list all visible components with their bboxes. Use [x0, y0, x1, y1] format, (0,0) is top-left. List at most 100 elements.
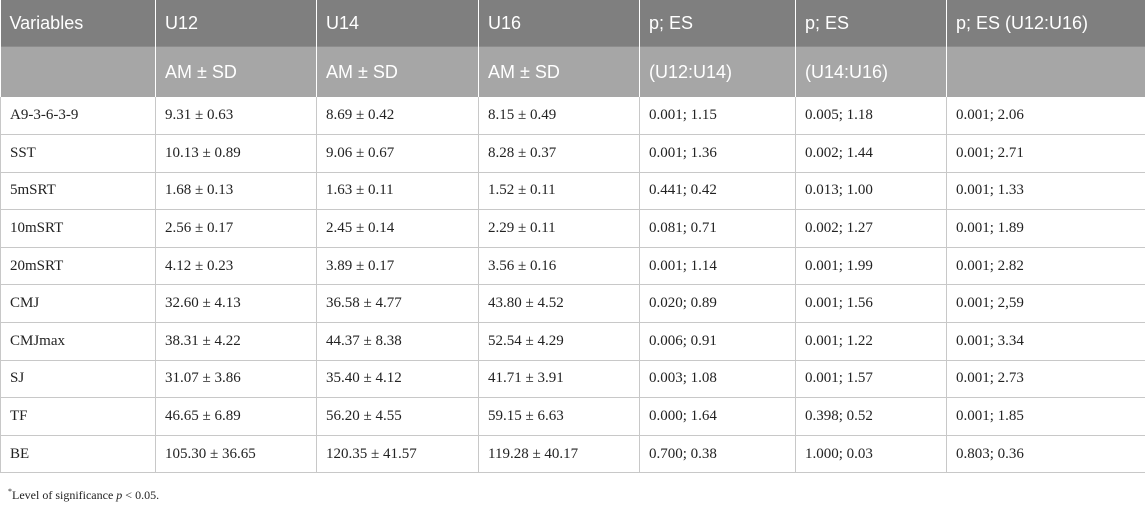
header-cell: (U12:U14)	[639, 45, 796, 97]
value-cell: 0.001; 2.73	[946, 360, 1145, 399]
value-cell: 0.001; 2.82	[946, 247, 1145, 286]
value-cell: 52.54 ± 4.29	[478, 322, 640, 361]
value-cell: 0.001; 1.15	[639, 97, 796, 136]
value-cell: 2.29 ± 0.11	[478, 209, 640, 248]
value-cell: 0.001; 1.99	[795, 247, 947, 286]
value-cell: 0.441; 0.42	[639, 172, 796, 211]
variable-cell: SJ	[0, 360, 156, 399]
value-cell: 0.700; 0.38	[639, 435, 796, 474]
header-cell: Variables	[0, 0, 156, 46]
value-cell: 2.56 ± 0.17	[155, 209, 317, 248]
table-row: A9-3-6-3-9 9.31 ± 0.63 8.69 ± 0.42 8.15 ± 0…	[0, 97, 1145, 136]
value-cell: 9.06 ± 0.67	[316, 134, 479, 173]
table-row: SJ 31.07 ± 3.86 35.40 ± 4.12 41.71 ± 3.91 0.…	[0, 360, 1145, 399]
value-cell: 0.081; 0.71	[639, 209, 796, 248]
table-row: TF 46.65 ± 6.89 56.20 ± 4.55 59.15 ± 6.63 0.…	[0, 397, 1145, 436]
value-cell: 35.40 ± 4.12	[316, 360, 479, 399]
value-cell: 0.001; 1.14	[639, 247, 796, 286]
value-cell: 59.15 ± 6.63	[478, 397, 640, 436]
value-cell: 41.71 ± 3.91	[478, 360, 640, 399]
header-cell: U16	[478, 0, 640, 46]
header-row-1: Variables U12 U14 U16 p; ES p; ES p; ES …	[0, 0, 1145, 46]
value-cell: 4.12 ± 0.23	[155, 247, 317, 286]
value-cell: 3.89 ± 0.17	[316, 247, 479, 286]
value-cell: 43.80 ± 4.52	[478, 284, 640, 324]
value-cell: 0.020; 0.89	[639, 284, 796, 324]
table-row: SST 10.13 ± 0.89 9.06 ± 0.67 8.28 ± 0.37 0.0…	[0, 134, 1145, 173]
header-cell: (U14:U16)	[795, 45, 947, 97]
variable-cell: 10mSRT	[0, 209, 156, 248]
header-cell: U12	[155, 0, 317, 46]
value-cell: 0.001; 1.36	[639, 134, 796, 173]
value-cell: 0.001; 1.22	[795, 322, 947, 361]
variable-cell: SST	[0, 134, 156, 173]
table-row: 10mSRT 2.56 ± 0.17 2.45 ± 0.14 2.29 ± 0.11 0…	[0, 209, 1145, 248]
table-row: CMJ 32.60 ± 4.13 36.58 ± 4.77 43.80 ± 4.52 0…	[0, 284, 1145, 324]
table-row: 5mSRT 1.68 ± 0.13 1.63 ± 0.11 1.52 ± 0.11 0.…	[0, 172, 1145, 211]
table-row: BE 105.30 ± 36.65 120.35 ± 41.57 119.28 ± 4…	[0, 435, 1145, 474]
variable-cell: CMJmax	[0, 322, 156, 361]
value-cell: 0.003; 1.08	[639, 360, 796, 399]
value-cell: 46.65 ± 6.89	[155, 397, 317, 436]
header-cell: p; ES	[795, 0, 947, 46]
footnote-marker: *	[8, 487, 12, 496]
value-cell: 0.001; 2.71	[946, 134, 1145, 173]
value-cell: 38.31 ± 4.22	[155, 322, 317, 361]
table-row: 20mSRT 4.12 ± 0.23 3.89 ± 0.17 3.56 ± 0.16 0…	[0, 247, 1145, 286]
value-cell: 1.52 ± 0.11	[478, 172, 640, 211]
value-cell: 9.31 ± 0.63	[155, 97, 317, 136]
variable-cell: 5mSRT	[0, 172, 156, 211]
value-cell: 0.001; 2,59	[946, 284, 1145, 324]
variable-cell: CMJ	[0, 284, 156, 324]
value-cell: 1.63 ± 0.11	[316, 172, 479, 211]
value-cell: 0.001; 1.85	[946, 397, 1145, 436]
value-cell: 0.013; 1.00	[795, 172, 947, 211]
value-cell: 0.001; 3.34	[946, 322, 1145, 361]
header-cell	[946, 45, 1145, 97]
header-cell: AM ± SD	[155, 45, 317, 97]
value-cell: 8.15 ± 0.49	[478, 97, 640, 136]
value-cell: 1.000; 0.03	[795, 435, 947, 474]
value-cell: 0.001; 2.06	[946, 97, 1145, 136]
value-cell: 0.001; 1.56	[795, 284, 947, 324]
footnote-text: Level of significance	[12, 488, 117, 502]
value-cell: 31.07 ± 3.86	[155, 360, 317, 399]
value-cell: 0.002; 1.27	[795, 209, 947, 248]
header-cell: p; ES	[639, 0, 796, 46]
header-cell	[0, 45, 156, 97]
significance-footnote: *Level of significance p < 0.05.	[8, 487, 159, 503]
footnote-threshold: < 0.05.	[122, 488, 160, 502]
table-body: A9-3-6-3-9 9.31 ± 0.63 8.69 ± 0.42 8.15 ± 0…	[0, 97, 1145, 474]
value-cell: 1.68 ± 0.13	[155, 172, 317, 211]
header-cell: AM ± SD	[478, 45, 640, 97]
variable-cell: BE	[0, 435, 156, 474]
value-cell: 120.35 ± 41.57	[316, 435, 479, 474]
header-cell: AM ± SD	[316, 45, 479, 97]
results-table: Variables U12 U14 U16 p; ES p; ES p; ES …	[0, 0, 1145, 474]
value-cell: 0.000; 1.64	[639, 397, 796, 436]
value-cell: 0.001; 1.57	[795, 360, 947, 399]
value-cell: 44.37 ± 8.38	[316, 322, 479, 361]
value-cell: 0.001; 1.89	[946, 209, 1145, 248]
value-cell: 0.005; 1.18	[795, 97, 947, 136]
value-cell: 0.006; 0.91	[639, 322, 796, 361]
value-cell: 8.28 ± 0.37	[478, 134, 640, 173]
value-cell: 56.20 ± 4.55	[316, 397, 479, 436]
variable-cell: TF	[0, 397, 156, 436]
header-cell: p; ES (U12:U16)	[946, 0, 1145, 46]
value-cell: 119.28 ± 40.17	[478, 435, 640, 474]
value-cell: 105.30 ± 36.65	[155, 435, 317, 474]
value-cell: 0.803; 0.36	[946, 435, 1145, 474]
footnote-p-symbol: p	[116, 488, 123, 502]
table-row: CMJmax 38.31 ± 4.22 44.37 ± 8.38 52.54 ± 4.…	[0, 322, 1145, 361]
header-row-2: AM ± SD AM ± SD AM ± SD (U12:U14) (U14:U…	[0, 45, 1145, 97]
variable-cell: A9-3-6-3-9	[0, 97, 156, 136]
value-cell: 8.69 ± 0.42	[316, 97, 479, 136]
value-cell: 0.398; 0.52	[795, 397, 947, 436]
value-cell: 3.56 ± 0.16	[478, 247, 640, 286]
value-cell: 10.13 ± 0.89	[155, 134, 317, 173]
value-cell: 0.002; 1.44	[795, 134, 947, 173]
value-cell: 2.45 ± 0.14	[316, 209, 479, 248]
value-cell: 32.60 ± 4.13	[155, 284, 317, 324]
header-cell: U14	[316, 0, 479, 46]
